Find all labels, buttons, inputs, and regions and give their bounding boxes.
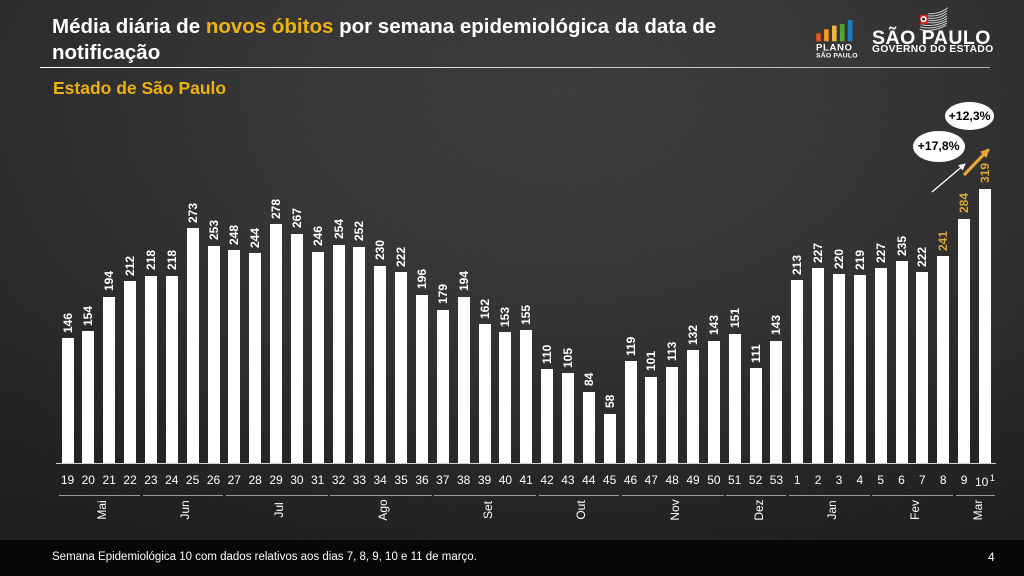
svg-text:PLANO: PLANO xyxy=(816,43,853,54)
svg-text:SÃO PAULO: SÃO PAULO xyxy=(816,51,858,60)
